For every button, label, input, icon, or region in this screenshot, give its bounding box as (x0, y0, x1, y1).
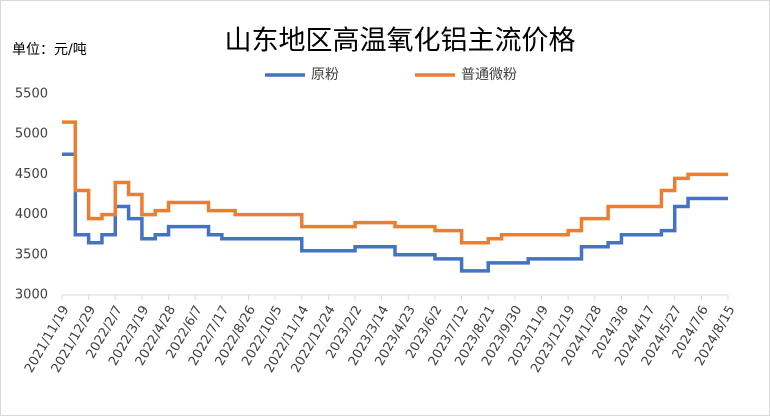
y-tick-label: 3000 (15, 288, 48, 303)
line-series (62, 120, 728, 245)
legend: 原粉 普通微粉 (265, 67, 517, 83)
line-series (62, 152, 728, 273)
y-tick-label: 5500 (15, 87, 48, 102)
y-tick-label: 3500 (15, 247, 48, 262)
y-tick-label: 4500 (15, 167, 48, 182)
legend-label: 原粉 (311, 67, 339, 83)
unit-label: 单位：元/吨 (12, 42, 87, 58)
chart-title: 山东地区高温氧化铝主流价格 (225, 26, 576, 57)
y-tick-label: 4000 (15, 207, 48, 222)
legend-label: 普通微粉 (461, 67, 517, 83)
y-tick-label: 5000 (15, 127, 48, 142)
